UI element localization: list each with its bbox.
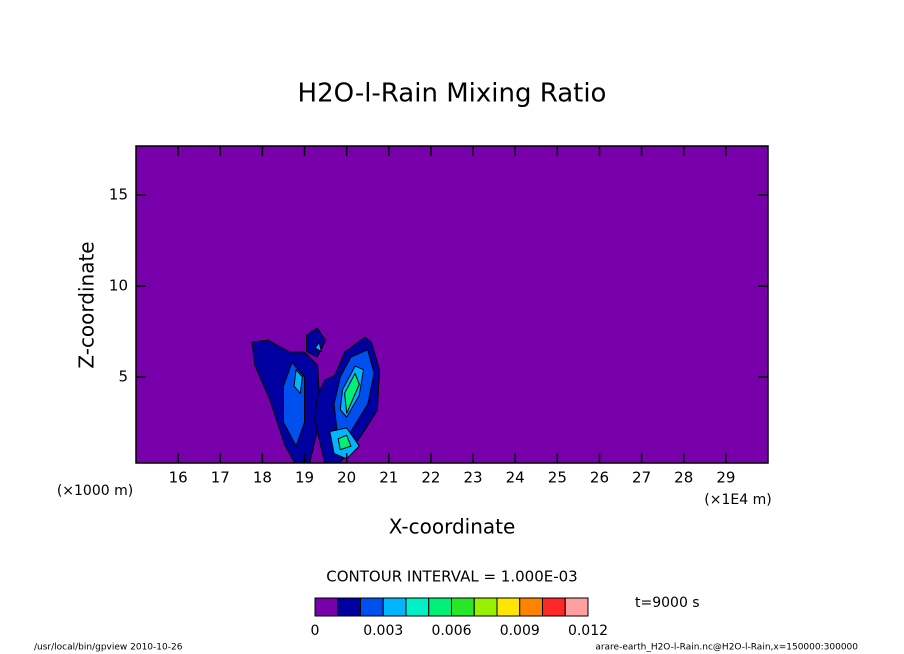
footer-right: arare-earth_H2O-l-Rain.nc@H2O-l-Rain,x=1… (595, 643, 858, 653)
x-tick-label: 28 (674, 469, 693, 487)
colorbar-tick-label: 0 (311, 623, 320, 639)
plot-background (136, 146, 768, 463)
colorbar-box (519, 597, 543, 617)
contour-region (344, 372, 360, 414)
chart-title: H2O-l-Rain Mixing Ratio (298, 79, 607, 109)
x-tick-label: 23 (464, 469, 483, 487)
colorbar-tick-label: 0.003 (363, 623, 403, 639)
colorbar-box (382, 597, 407, 617)
colorbar-box (405, 597, 430, 617)
contour-region (293, 369, 303, 394)
colorbar-tick-label: 0.006 (431, 623, 471, 639)
y-tick-label: 10 (109, 277, 128, 295)
x-tick-label: 21 (379, 469, 398, 487)
x-tick-label: 18 (253, 469, 272, 487)
y-unit: (×1000 m) (57, 483, 133, 499)
footer-left: /usr/local/bin/gpview 2010-10-26 (34, 643, 183, 653)
contour-interval: CONTOUR INTERVAL = 1.000E-03 (326, 568, 577, 586)
x-tick-label: 16 (169, 469, 188, 487)
y-tick-label: 15 (109, 186, 128, 204)
x-tick-label: 26 (590, 469, 609, 487)
colorbar-box (496, 597, 521, 617)
colorbar-tick-label: 0.009 (500, 623, 540, 639)
x-tick-label: 25 (548, 469, 567, 487)
colorbar-box (360, 597, 384, 617)
colorbar-box (564, 597, 589, 617)
y-tick-label: 5 (118, 367, 128, 385)
colorbar-tick-label: 0.012 (568, 623, 608, 639)
x-axis-label: X-coordinate (389, 515, 516, 539)
x-tick-label: 24 (506, 469, 525, 487)
y-axis-label: Z-coordinate (75, 241, 99, 368)
colorbar-box (428, 597, 452, 617)
x-tick-label: 27 (632, 469, 651, 487)
contour-region (337, 434, 352, 451)
x-tick-label: 22 (421, 469, 440, 487)
colorbar-box (314, 597, 339, 617)
x-tick-label: 29 (716, 469, 735, 487)
colorbar-box (473, 597, 498, 617)
plot-frame (135, 145, 769, 464)
colorbar-box (542, 597, 566, 617)
x-tick-label: 19 (295, 469, 314, 487)
x-tick-label: 20 (337, 469, 356, 487)
colorbar-box (451, 597, 475, 617)
x-unit: (×1E4 m) (704, 492, 771, 508)
x-tick-label: 17 (211, 469, 230, 487)
time-label: t=9000 s (635, 595, 700, 611)
colorbar-box (337, 597, 361, 617)
contour-region (314, 341, 322, 352)
